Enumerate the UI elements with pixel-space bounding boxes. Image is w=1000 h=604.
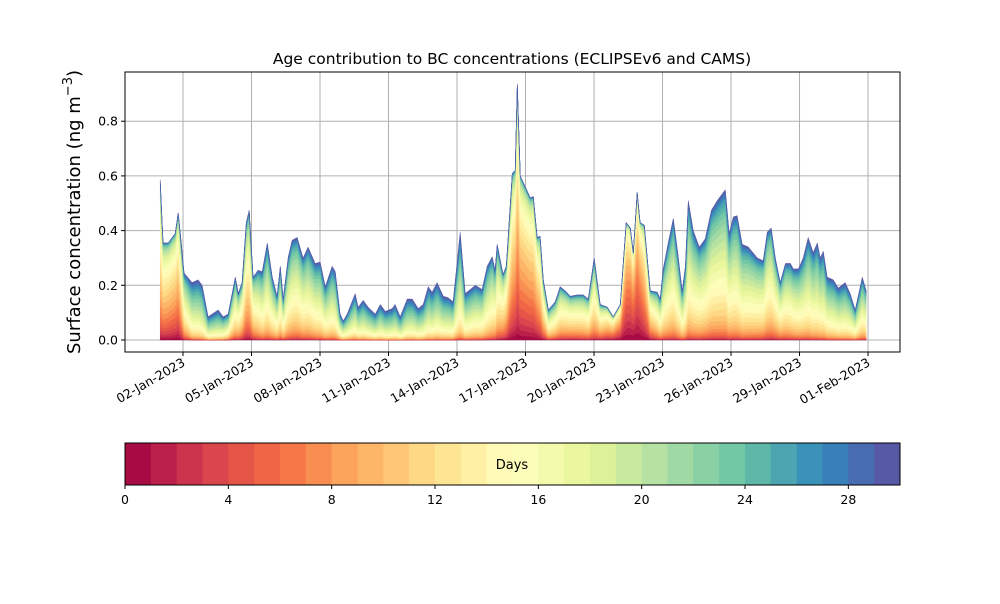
colorbar-segment [796, 443, 823, 485]
y-axis-label: Surface concentration (ng m−3) [61, 70, 85, 354]
colorbar-frame [124, 442, 901, 486]
colorbar-segment [538, 443, 565, 485]
colorbar-tick-label: 8 [328, 492, 336, 507]
y-tick-label: 0.0 [98, 332, 118, 347]
y-tick-label: 0.4 [98, 223, 118, 238]
colorbar-segment [254, 443, 281, 485]
colorbar-segment [280, 443, 307, 485]
colorbar-segment [874, 443, 901, 485]
y-axis: 0.0 0.2 0.4 0.6 0.8 [98, 114, 125, 347]
colorbar-segment [590, 443, 617, 485]
colorbar-tick-label: 12 [427, 492, 443, 507]
colorbar-tick-label: 0 [121, 492, 129, 507]
colorbar-segment [615, 443, 643, 485]
colorbar-segment [486, 443, 513, 485]
y-tick-label: 0.8 [98, 114, 118, 129]
colorbar-segment [357, 443, 384, 485]
colorbar-tick-label: 24 [737, 492, 753, 507]
colorbar-segment [667, 443, 694, 485]
colorbar-segment [822, 443, 849, 485]
colorbar-segment [331, 443, 358, 485]
colorbar-segment [693, 443, 720, 485]
y-tick-label: 0.6 [98, 168, 118, 183]
colorbar-segment [305, 443, 333, 485]
colorbar: 0 4 8 12 16 20 24 28 [121, 442, 901, 507]
colorbar-segment [564, 443, 591, 485]
colorbar-segment [719, 443, 746, 485]
colorbar-tick-label: 4 [224, 492, 232, 507]
colorbar-segment [176, 443, 203, 485]
chart-title: Age contribution to BC concentrations (E… [273, 50, 751, 68]
colorbar-segment [641, 443, 668, 485]
colorbar-segment [125, 443, 152, 485]
stacked-areas [160, 84, 867, 341]
colorbar-segment [150, 443, 178, 485]
colorbar-segment [512, 443, 539, 485]
colorbar-segment [228, 443, 255, 485]
plot-frame [124, 71, 901, 353]
colorbar-tick-label: 20 [634, 492, 650, 507]
colorbar-segment [848, 443, 875, 485]
colorbar-segment [383, 443, 410, 485]
colorbar-segment [435, 443, 462, 485]
colorbar-tick-label: 16 [530, 492, 546, 507]
age-band-29-days [160, 84, 867, 322]
colorbar-segment [770, 443, 798, 485]
colorbar-segment [460, 443, 488, 485]
colorbar-tick-label: 28 [840, 492, 856, 507]
colorbar-segment [409, 443, 436, 485]
colorbar-segment [745, 443, 772, 485]
colorbar-segment [202, 443, 229, 485]
y-tick-label: 0.2 [98, 278, 118, 293]
colorbar-label: Days [496, 458, 529, 473]
